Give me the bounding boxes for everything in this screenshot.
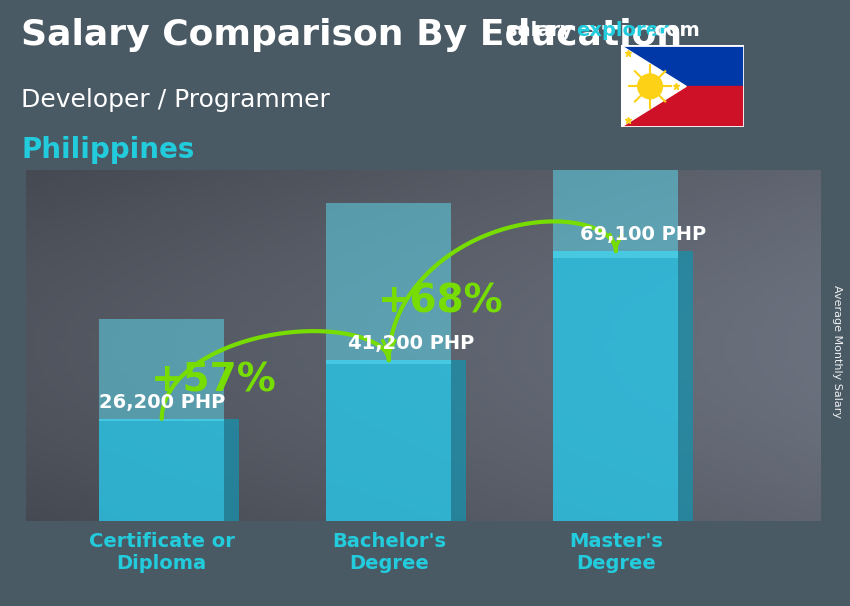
Bar (224, 419, 239, 521)
Text: explorer: explorer (576, 21, 669, 40)
Bar (620, 45, 744, 87)
Bar (553, 0, 678, 258)
Text: Philippines: Philippines (21, 136, 195, 164)
Text: +57%: +57% (150, 362, 276, 400)
Text: salary: salary (506, 21, 573, 40)
Bar (678, 251, 694, 521)
Polygon shape (620, 45, 686, 127)
Bar (620, 87, 744, 127)
Text: Salary Comparison By Education: Salary Comparison By Education (21, 18, 683, 52)
Text: +68%: +68% (377, 282, 503, 321)
Text: 26,200 PHP: 26,200 PHP (99, 393, 225, 412)
Bar (99, 419, 224, 521)
Bar (326, 360, 451, 521)
Text: 69,100 PHP: 69,100 PHP (580, 225, 706, 244)
Bar (326, 204, 451, 364)
Text: Developer / Programmer: Developer / Programmer (21, 88, 330, 112)
Bar (99, 319, 224, 421)
Bar (451, 360, 467, 521)
Text: .com: .com (647, 21, 700, 40)
Text: 41,200 PHP: 41,200 PHP (348, 335, 474, 353)
Circle shape (638, 74, 662, 99)
Text: Average Monthly Salary: Average Monthly Salary (832, 285, 842, 418)
Bar (553, 251, 678, 521)
